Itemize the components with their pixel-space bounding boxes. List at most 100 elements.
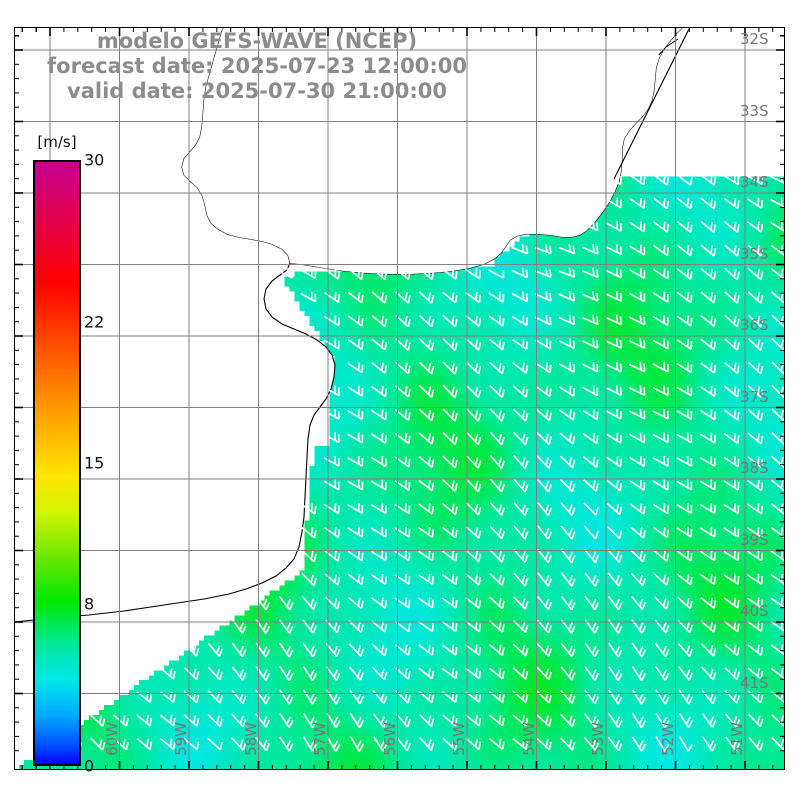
colorbar-tick-label: 15 — [84, 453, 105, 473]
longitude-label: 55W — [450, 722, 468, 756]
wind-barb — [676, 174, 693, 186]
wind-barb — [770, 573, 785, 586]
wind-barb — [442, 431, 458, 446]
wind-barb — [488, 338, 505, 351]
wind-barb — [302, 689, 318, 705]
wind-barb — [536, 737, 552, 751]
wind-barb — [607, 736, 623, 752]
wind-barb — [747, 267, 764, 281]
wind-barb — [418, 550, 435, 562]
wind-barb — [347, 432, 364, 444]
wind-barb — [770, 197, 785, 209]
wind-barb — [653, 244, 670, 257]
wind-barb — [511, 291, 528, 303]
wind-barb — [655, 712, 670, 729]
wind-barb — [465, 714, 482, 727]
wind-barb — [512, 408, 529, 422]
wind-barb — [465, 384, 482, 399]
wind-barb — [700, 385, 717, 398]
wind-barb — [418, 337, 435, 352]
wind-barb — [255, 595, 271, 611]
wind-barb — [418, 432, 435, 445]
wind-barb — [535, 338, 552, 350]
wind-barb — [700, 197, 717, 210]
wind-barb — [465, 549, 482, 563]
wind-barb — [746, 197, 763, 209]
wind-barb — [488, 643, 505, 657]
wind-barb — [370, 432, 387, 444]
wind-barb — [441, 573, 458, 586]
longitude-label: 57W — [311, 722, 329, 756]
wind-barb — [676, 550, 693, 562]
wind-barb — [607, 642, 623, 658]
wind-barb — [466, 408, 482, 422]
wind-barb — [513, 431, 529, 446]
wind-barb — [677, 643, 694, 657]
wind-barb — [441, 291, 458, 304]
wind-barb — [559, 455, 576, 469]
wind-barb — [747, 291, 764, 304]
wind-barb — [676, 197, 693, 210]
graticule-layer — [14, 27, 785, 770]
wind-barb — [653, 573, 670, 586]
wind-barb — [489, 361, 505, 375]
wind-barb — [581, 244, 599, 255]
wind-barb — [560, 525, 576, 540]
title-line-valid-date: valid date: 2025-07-30 21:00:00 — [67, 79, 447, 103]
wind-barb — [323, 408, 340, 420]
wind-barb — [699, 550, 716, 562]
wind-barb — [583, 736, 600, 752]
wind-barb — [536, 455, 553, 469]
wind-barb — [441, 526, 458, 539]
wind-barb — [747, 597, 764, 609]
wind-barb — [207, 666, 224, 681]
wind-barb — [699, 409, 716, 421]
wind-barb — [182, 267, 200, 279]
wind-barb — [207, 713, 223, 728]
wind-barb — [418, 408, 435, 422]
wind-barb — [465, 737, 482, 751]
wind-barb — [584, 572, 600, 587]
wind-barb — [183, 643, 200, 657]
wind-barb — [371, 291, 388, 304]
wind-barb — [347, 267, 364, 281]
wind-barb — [725, 736, 741, 752]
wind-barb — [323, 455, 340, 467]
wind-barb — [442, 479, 458, 492]
wind-barb — [581, 314, 599, 326]
wind-barb — [512, 385, 529, 398]
wind-barb — [605, 244, 622, 256]
wind-barb — [183, 714, 200, 727]
wind-barb — [724, 291, 740, 304]
figure-title: modelo GEFS-WAVE (NCEP) forecast date: 2… — [0, 29, 514, 104]
wind-barb — [537, 525, 553, 540]
wind-barb — [207, 642, 224, 658]
wind-barb — [699, 479, 716, 491]
latitude-label: 37S — [740, 387, 769, 406]
wind-barb — [418, 384, 435, 399]
wind-barb — [466, 431, 482, 446]
latitude-label: 35S — [740, 244, 769, 263]
wind-barb — [700, 291, 717, 304]
wind-barb — [558, 220, 576, 231]
wind-barb — [302, 665, 318, 682]
wind-barb — [699, 456, 716, 468]
wind-barb — [347, 385, 364, 397]
wind-barb — [511, 267, 529, 279]
wind-barb — [442, 408, 459, 422]
wind-barb — [465, 361, 482, 375]
wind-barb — [629, 174, 646, 186]
wind-barb — [301, 596, 318, 610]
map-plot-area[interactable] — [14, 27, 785, 770]
wind-barb — [489, 431, 506, 446]
wind-barb — [279, 665, 294, 682]
wind-barb — [159, 667, 176, 680]
wind-barb — [302, 712, 318, 729]
colorbar[interactable] — [33, 160, 81, 766]
wind-barb — [395, 713, 412, 728]
wind-barb — [652, 455, 669, 467]
wind-barb — [348, 643, 365, 657]
wind-barb — [136, 714, 153, 727]
wind-barb — [723, 385, 740, 398]
longitude-label: 51W — [728, 722, 746, 756]
